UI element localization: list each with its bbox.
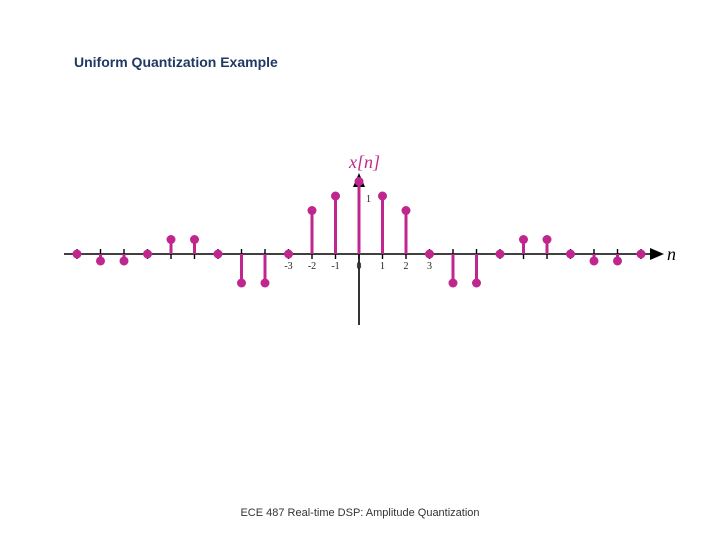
x-tick-label: 1 — [380, 261, 385, 272]
stem-point — [307, 206, 317, 215]
stem-point — [166, 235, 176, 244]
stem — [401, 206, 411, 254]
stem-point — [448, 278, 458, 288]
stem-point — [72, 249, 82, 259]
stem-point — [213, 249, 223, 259]
stem — [260, 254, 270, 288]
stem — [636, 249, 646, 259]
stem — [213, 249, 223, 259]
stem — [472, 254, 481, 288]
stem-point — [589, 256, 599, 266]
stem-point — [495, 249, 505, 259]
x-tick-label: -2 — [308, 261, 316, 272]
stem — [166, 235, 176, 254]
stem-point — [542, 235, 552, 244]
stem-point — [190, 235, 199, 244]
stem — [237, 254, 246, 288]
stem-point — [401, 206, 411, 215]
stem — [448, 254, 458, 288]
stem — [589, 254, 599, 266]
stem-point — [331, 191, 340, 201]
stem-point — [613, 256, 622, 266]
x-tick-label: -3 — [284, 261, 292, 272]
x-axis-label: n — [667, 244, 676, 264]
stem-point — [96, 256, 105, 266]
stem-point — [378, 191, 387, 201]
stem-point — [260, 278, 270, 288]
stem-point — [354, 177, 364, 186]
x-tick-label: 0 — [357, 261, 362, 272]
stem-point — [284, 249, 293, 259]
stem — [495, 249, 505, 259]
stem — [542, 235, 552, 254]
stem — [96, 254, 105, 266]
stem — [284, 249, 293, 259]
stem — [331, 191, 340, 254]
x-tick-label: -1 — [331, 261, 339, 272]
stem-point — [143, 249, 152, 259]
stem-point — [566, 249, 575, 259]
slide-footer: ECE 487 Real-time DSP: Amplitude Quantiz… — [240, 507, 480, 519]
stems — [72, 177, 646, 288]
stem — [119, 254, 129, 266]
stem-point — [472, 278, 481, 288]
stem-point — [636, 249, 646, 259]
stem — [354, 177, 364, 254]
stem — [143, 249, 152, 259]
stem — [307, 206, 317, 254]
stem — [519, 235, 528, 254]
x-tick-label: 2 — [404, 261, 409, 272]
stem — [425, 249, 434, 259]
stem — [566, 249, 575, 259]
axes: x[n] n 1 — [64, 152, 676, 325]
stem — [190, 235, 199, 254]
x-axis-arrow — [650, 248, 664, 260]
x-tick-label: 3 — [427, 261, 432, 272]
stem-point — [119, 256, 129, 266]
slide-title: Uniform Quantization Example — [74, 54, 278, 70]
stem — [613, 254, 622, 266]
stem-point — [237, 278, 246, 288]
y-axis-label: x[n] — [348, 152, 380, 172]
stem-point — [425, 249, 434, 259]
stem — [72, 249, 82, 259]
y-tick-label: 1 — [366, 194, 371, 205]
stem — [378, 191, 387, 254]
stem-point — [519, 235, 528, 244]
